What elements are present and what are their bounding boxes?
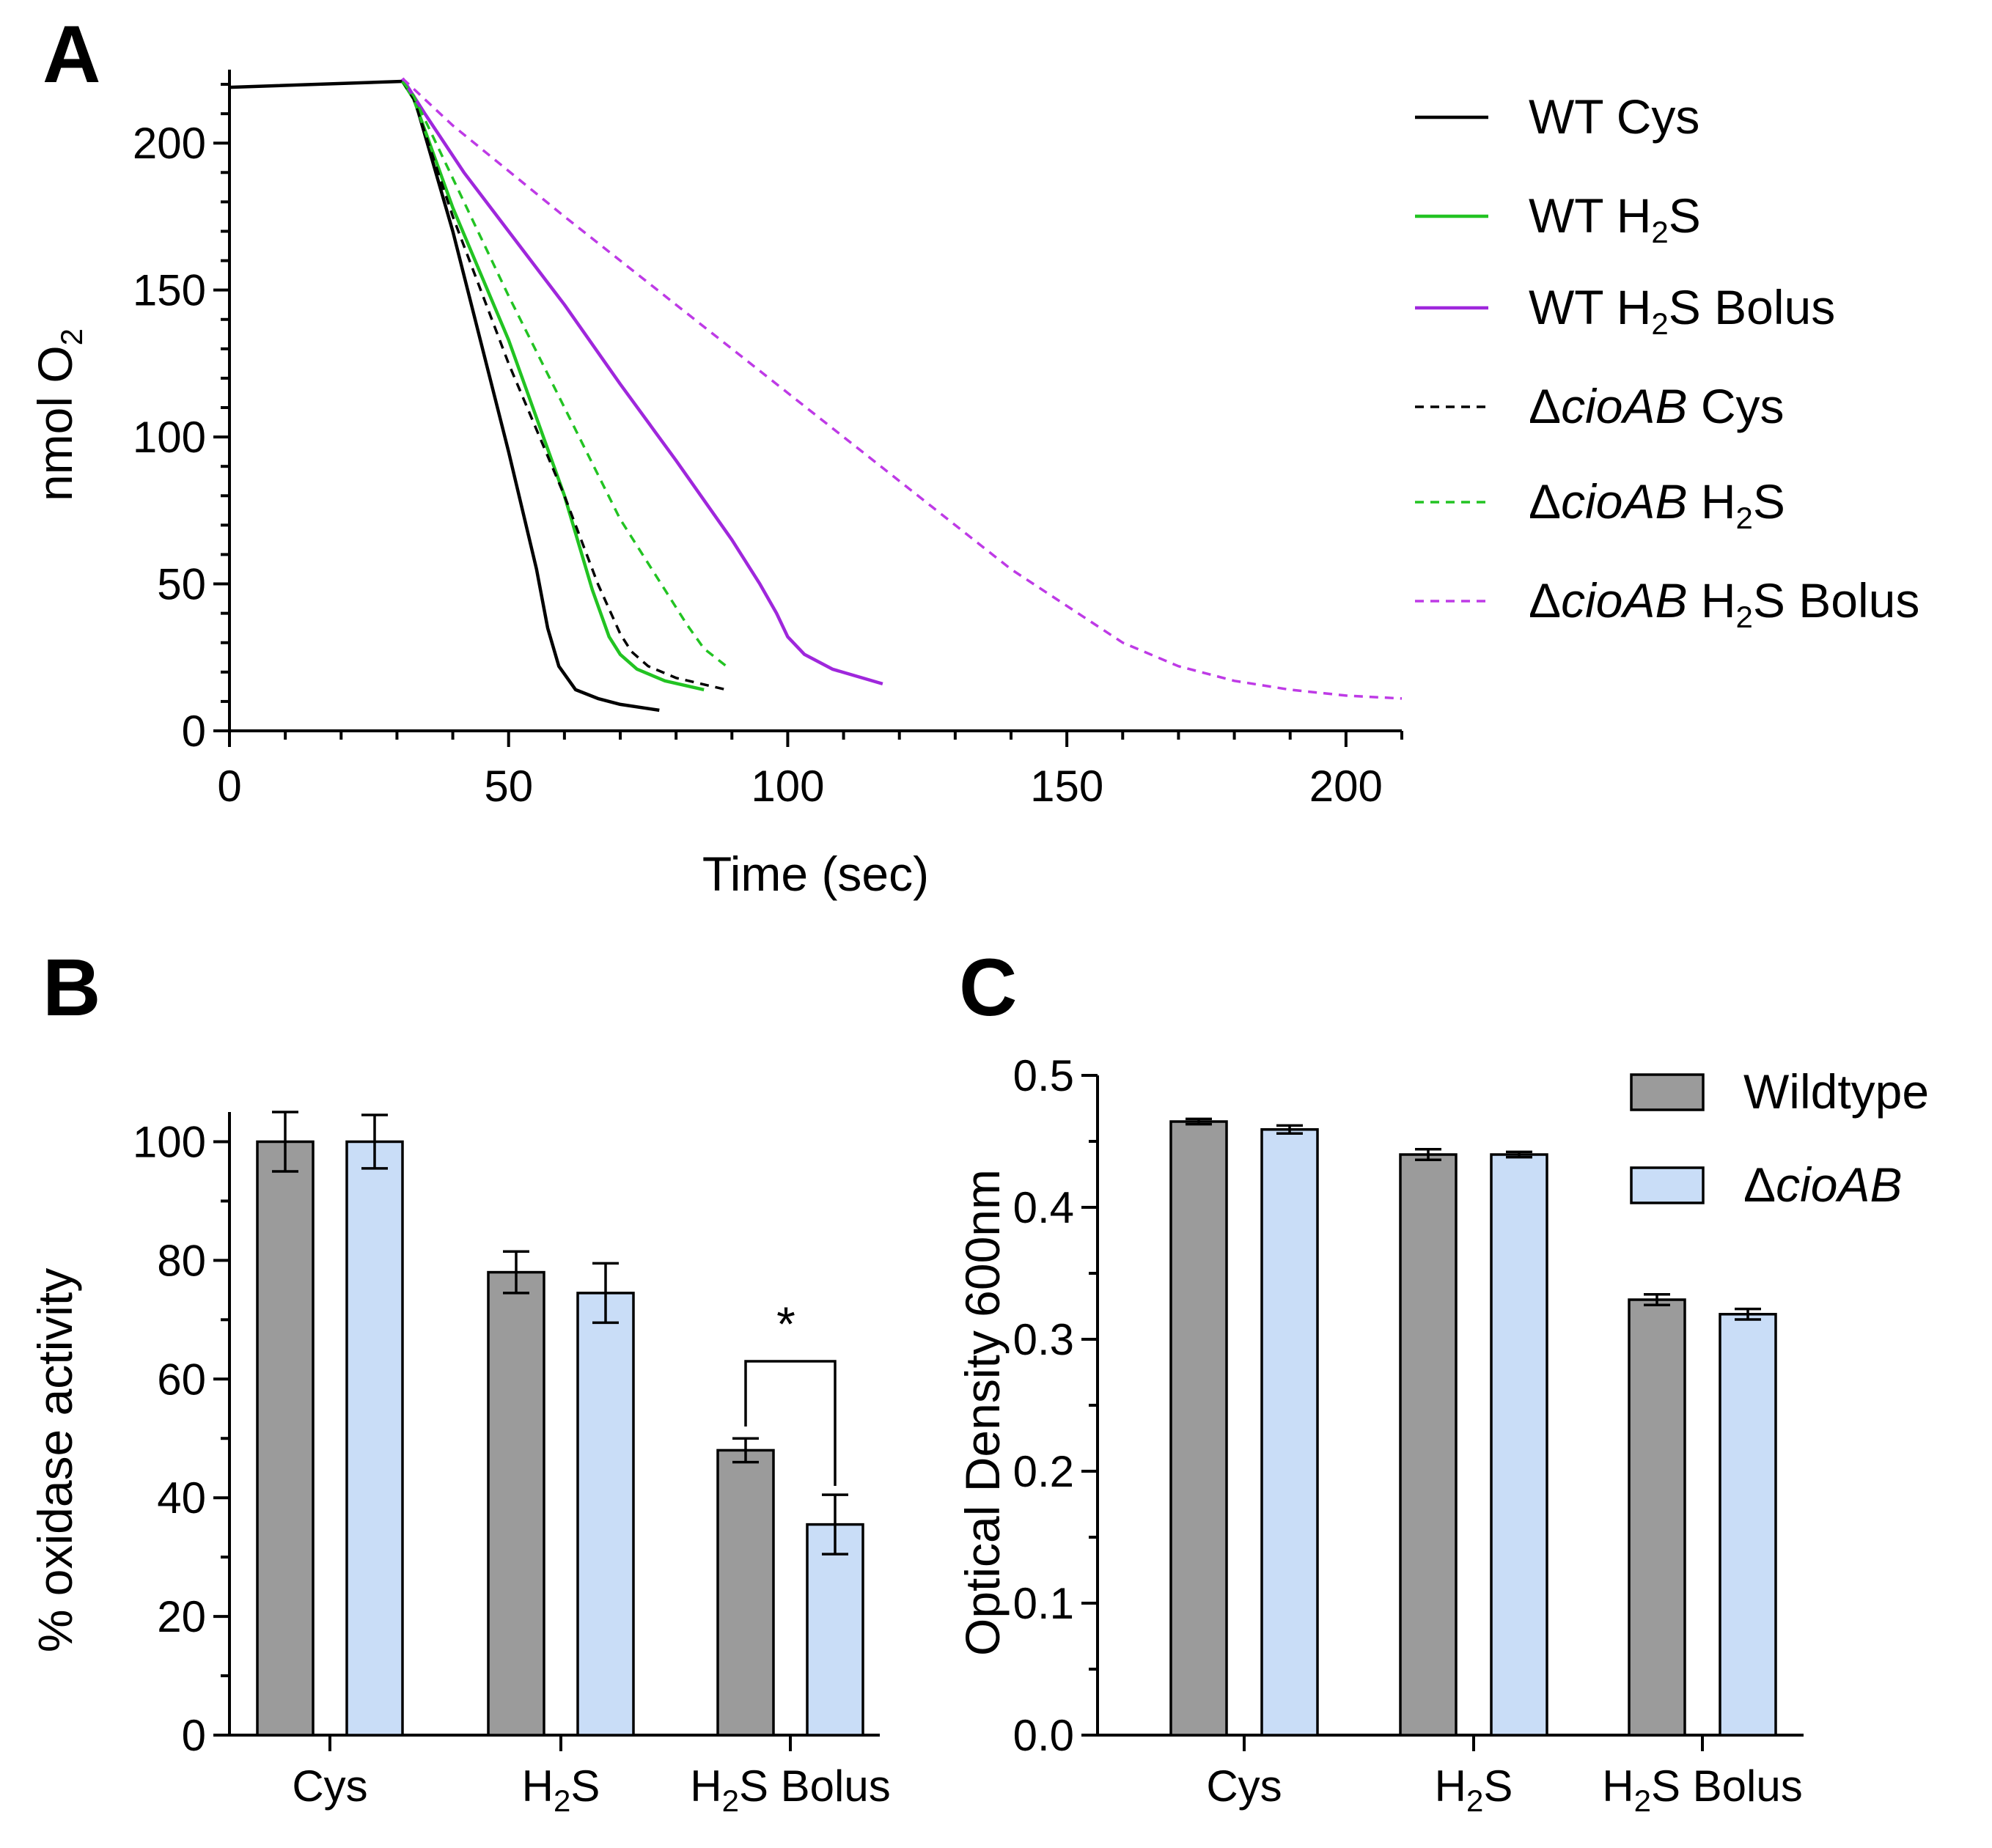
series-line-6 <box>401 77 1403 700</box>
panel-label-a: A <box>43 10 100 100</box>
y-tick-label: 50 <box>157 560 206 609</box>
panel-label-c: C <box>959 943 1017 1033</box>
category-label: H2S <box>522 1762 600 1818</box>
y-tick-label: 0.1 <box>1013 1579 1074 1628</box>
y-axis-label: nmol O2 <box>28 328 89 501</box>
series-line-2 <box>401 80 705 692</box>
legend-label: WT H2S Bolus <box>1529 280 1835 341</box>
category-label: H2S Bolus <box>690 1762 890 1818</box>
x-tick-label: 50 <box>484 762 533 811</box>
chart-c: 0.0 0.1 0.2 0.3 0.4 0.5 Cys H2S H2S Bolus Optical… <box>955 1051 1929 1818</box>
bar-wildtype-2 <box>487 1270 545 1737</box>
legend-label: Wildtype <box>1743 1064 1929 1119</box>
bar-wildtype-3 <box>716 1448 775 1737</box>
significance-star: * <box>776 1297 795 1351</box>
legend-swatch <box>1630 1073 1705 1111</box>
y-axis-label: Optical Density 600nm <box>955 1169 1010 1656</box>
series-line-4 <box>401 81 727 691</box>
significance-bracket <box>744 1360 837 1486</box>
legend-label: ΔcioAB H2S Bolus <box>1529 573 1919 634</box>
y-tick-label: 0.0 <box>1013 1711 1074 1760</box>
y-tick-label: 0 <box>182 1711 206 1760</box>
x-tick-label: 100 <box>751 762 824 811</box>
bar-wildtype-1 <box>256 1140 315 1737</box>
legend-label: ΔcioAB H2S <box>1529 474 1785 535</box>
y-tick-label: 40 <box>157 1473 206 1523</box>
bar-wildtype-2 <box>1399 1153 1458 1737</box>
y-tick-label: 0 <box>182 707 206 756</box>
y-tick-label: 200 <box>133 119 206 168</box>
series-line-5 <box>401 80 727 668</box>
x-axis-label: Time (sec) <box>702 847 929 901</box>
y-tick-label: 0.5 <box>1013 1051 1074 1100</box>
bar-delta-cioab-3 <box>806 1523 864 1737</box>
y-tick-label: 0.4 <box>1013 1183 1074 1232</box>
bar-delta-cioab-1 <box>345 1140 404 1737</box>
legend-label: ΔcioAB Cys <box>1529 379 1785 433</box>
series-line-1 <box>229 79 660 713</box>
legend-swatch <box>1630 1166 1705 1204</box>
chart-a: 0 50 100 150 200 0 50 100 150 200 Time (sec) nmol O… <box>28 70 1919 901</box>
category-label: Cys <box>1206 1762 1282 1811</box>
bar-delta-cioab-2 <box>1490 1153 1548 1737</box>
chart-b: 0 20 40 60 80 100 Cys H2S H2S Bolus % oxidase act… <box>28 1111 891 1818</box>
legend-label: WT Cys <box>1529 89 1699 144</box>
category-label: Cys <box>292 1762 367 1811</box>
bar-wildtype-1 <box>1169 1120 1228 1737</box>
y-tick-label: 150 <box>133 266 206 315</box>
category-label: H2S <box>1435 1762 1513 1818</box>
legend-label: WT H2S <box>1529 188 1701 249</box>
bar-delta-cioab-2 <box>576 1292 635 1737</box>
category-label: H2S Bolus <box>1602 1762 1802 1818</box>
bar-delta-cioab-1 <box>1260 1128 1319 1737</box>
bar-wildtype-3 <box>1628 1298 1686 1737</box>
y-tick-label: 20 <box>157 1592 206 1641</box>
bar-delta-cioab-3 <box>1719 1313 1777 1737</box>
y-tick-label: 0.3 <box>1013 1315 1074 1364</box>
y-tick-label: 100 <box>133 413 206 462</box>
x-tick-label: 150 <box>1030 762 1103 811</box>
series-line-3 <box>401 77 883 686</box>
y-tick-label: 0.2 <box>1013 1447 1074 1496</box>
panel-label-b: B <box>43 943 100 1033</box>
y-tick-label: 60 <box>157 1355 206 1404</box>
x-tick-label: 200 <box>1309 762 1383 811</box>
y-tick-label: 100 <box>133 1117 206 1166</box>
x-tick-label: 0 <box>217 762 241 811</box>
y-tick-label: 80 <box>157 1236 206 1285</box>
y-axis-label: % oxidase activity <box>28 1268 82 1653</box>
legend-label: ΔcioAB <box>1743 1157 1903 1212</box>
